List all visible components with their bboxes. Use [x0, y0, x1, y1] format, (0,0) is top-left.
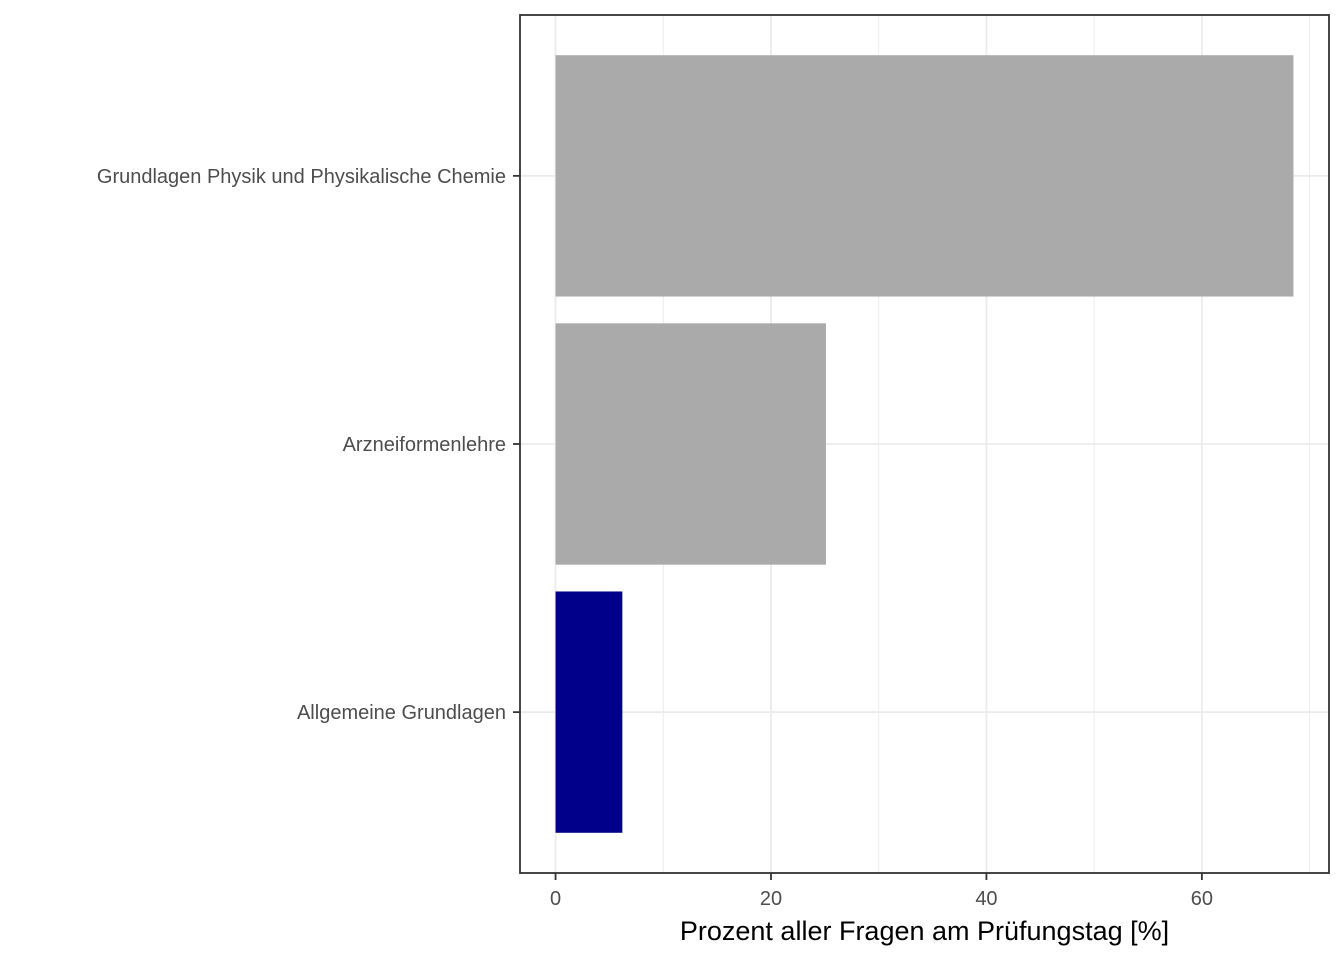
- bars: [555, 55, 1294, 833]
- y-tick-label: Grundlagen Physik und Physikalische Chem…: [97, 166, 506, 188]
- bar: [555, 55, 1294, 297]
- bar: [555, 323, 826, 565]
- x-tick-label: 0: [550, 888, 561, 910]
- y-tick-label: Arzneiformenlehre: [343, 434, 506, 456]
- bar: [555, 591, 623, 833]
- x-axis-title: Prozent aller Fragen am Prüfungstag [%]: [680, 916, 1169, 946]
- y-axis: Grundlagen Physik und Physikalische Chem…: [97, 166, 520, 724]
- x-tick-label: 60: [1191, 888, 1213, 910]
- x-tick-label: 40: [975, 888, 997, 910]
- x-axis: 0 20 40 60: [550, 873, 1213, 910]
- x-tick-label: 20: [760, 888, 782, 910]
- y-tick-label: Allgemeine Grundlagen: [297, 702, 506, 724]
